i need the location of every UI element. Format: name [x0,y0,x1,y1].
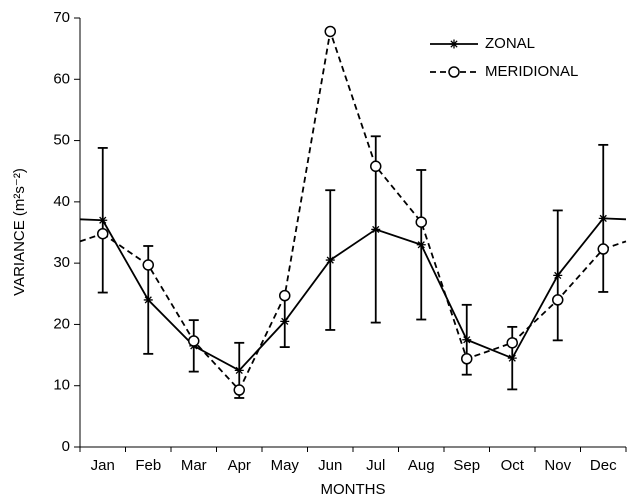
y-tick-label: 40 [53,193,70,210]
point [234,365,244,375]
point [280,316,290,326]
x-tick-label: Apr [228,457,251,474]
y-tick-label: 10 [53,377,70,394]
y-axis-title: VARIANCE (m²s⁻²) [11,168,28,296]
series-line [102,31,604,392]
point [416,240,426,250]
x-tick-label: Jun [318,457,342,474]
x-axis-title: MONTHS [321,481,386,498]
x-tick-label: May [271,457,300,474]
y-tick-label: 0 [62,438,70,455]
legend-label: ZONAL [485,35,535,52]
point [449,39,459,49]
point [506,337,518,349]
series-line [101,217,604,372]
point [188,335,200,347]
point [462,335,472,345]
point [597,243,609,255]
x-tick-label: Sep [453,457,480,474]
x-tick-label: Oct [501,457,525,474]
x-tick-label: Feb [135,457,161,474]
point [370,160,382,173]
legend-label: MERIDIONAL [485,63,578,80]
point [325,255,335,265]
point [507,353,517,363]
point [97,227,109,240]
point [598,213,608,223]
y-tick-label: 50 [53,132,70,149]
y-tick-label: 30 [53,254,70,271]
x-tick-label: Jul [366,457,385,474]
x-tick-label: Nov [544,457,571,474]
y-tick-label: 60 [53,70,70,87]
x-tick-label: Aug [408,457,435,474]
point [553,270,563,280]
point [233,384,245,396]
point [324,25,336,38]
point [448,66,460,78]
point [98,215,108,225]
point [371,224,381,234]
point [143,295,153,305]
x-tick-label: Jan [91,457,115,474]
y-tick-label: 20 [53,315,70,332]
point [142,259,154,271]
x-tick-label: Dec [590,457,617,474]
point [552,294,564,306]
point [279,289,291,302]
point [461,352,473,365]
y-tick-label: 70 [53,9,70,26]
x-tick-label: Mar [181,457,207,474]
point [415,216,427,228]
